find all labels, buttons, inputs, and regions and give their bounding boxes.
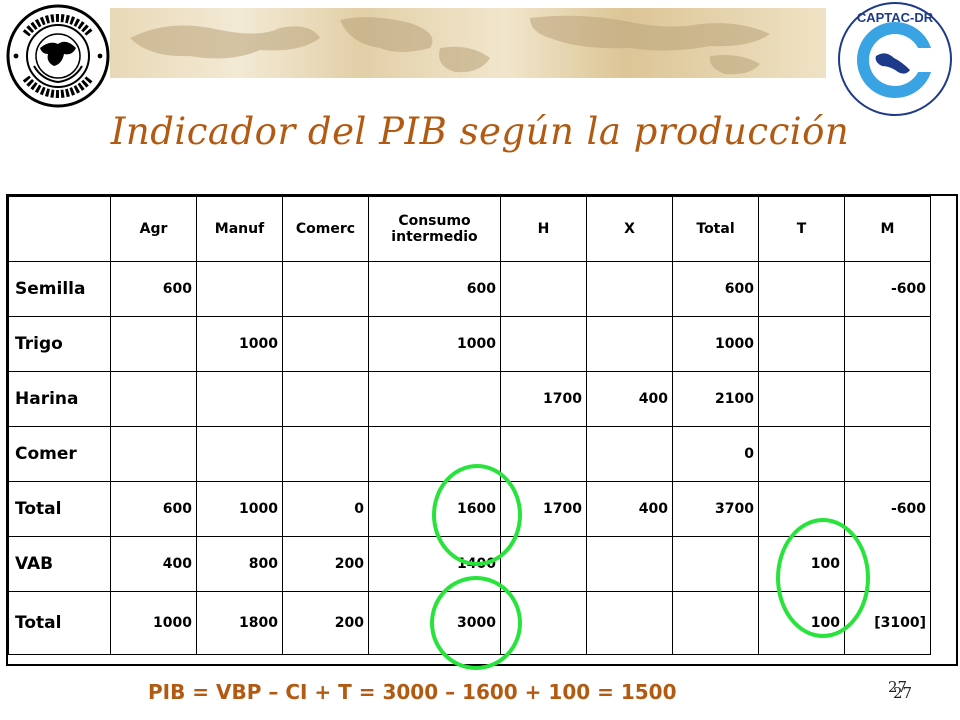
- table-cell: 3000: [368, 591, 501, 655]
- table-cell: 1000: [196, 316, 283, 372]
- table-cell: [758, 371, 845, 427]
- table-cell: [758, 316, 845, 372]
- table-cell: [368, 426, 501, 482]
- table-cell: [672, 536, 759, 592]
- table-cell: [282, 426, 369, 482]
- header-cell: Total: [672, 196, 759, 262]
- production-table: Agr Manuf Comerc Consumo intermedio H X …: [8, 196, 931, 655]
- table-cell: 400: [586, 481, 673, 537]
- table-cell: 2100: [672, 371, 759, 427]
- table-cell: [500, 591, 587, 655]
- table-cell: [844, 426, 931, 482]
- table-cell: 1000: [672, 316, 759, 372]
- table-cell: 1600: [368, 481, 501, 537]
- imf-logo: [6, 4, 110, 108]
- row-label: VAB: [8, 536, 111, 592]
- table-cell: 0: [672, 426, 759, 482]
- table-cell: [586, 536, 673, 592]
- table-cell: 200: [282, 591, 369, 655]
- table-cell: [500, 426, 587, 482]
- table-cell: [758, 426, 845, 482]
- header-banner-map: [110, 8, 826, 78]
- table-row: Trigo 1000 1000 1000: [8, 316, 931, 372]
- gdp-formula: PIB = VBP – CI + T = 3000 – 1600 + 100 =…: [148, 680, 677, 704]
- world-map-graphic: [130, 15, 770, 75]
- table-cell: -600: [844, 261, 931, 317]
- table-cell: 600: [110, 481, 197, 537]
- slide-title: Indicador del PIB según la producción: [110, 110, 850, 153]
- table-cell: [586, 316, 673, 372]
- table-cell: 1000: [368, 316, 501, 372]
- table-cell: 200: [282, 536, 369, 592]
- page-number: 27: [893, 684, 913, 702]
- table-cell: 400: [110, 536, 197, 592]
- table-cell: 800: [196, 536, 283, 592]
- table-cell: 100: [758, 591, 845, 655]
- table-cell: 600: [110, 261, 197, 317]
- table-cell: 1000: [196, 481, 283, 537]
- table-cell: [500, 536, 587, 592]
- table-cell: [196, 371, 283, 427]
- table-cell: 400: [586, 371, 673, 427]
- row-label: Total: [8, 591, 111, 655]
- table-cell: [282, 261, 369, 317]
- captac-logo-text: CAPTAC-DR: [857, 10, 934, 25]
- header-cell: M: [844, 196, 931, 262]
- table-cell: [110, 426, 197, 482]
- table-cell: [500, 316, 587, 372]
- table-cell: [844, 371, 931, 427]
- captac-dr-logo: CAPTAC-DR: [838, 2, 952, 116]
- table-cell: 600: [672, 261, 759, 317]
- table-cell: 0: [282, 481, 369, 537]
- table-cell: 1800: [196, 591, 283, 655]
- table-cell: 600: [368, 261, 501, 317]
- table-header-row: Agr Manuf Comerc Consumo intermedio H X …: [8, 196, 931, 262]
- table-row: Comer 0: [8, 426, 931, 482]
- table-cell: 1700: [500, 371, 587, 427]
- row-label: Trigo: [8, 316, 111, 372]
- header-cell: T: [758, 196, 845, 262]
- table-cell: [844, 536, 931, 592]
- table-cell: [758, 481, 845, 537]
- table-cell: 1700: [500, 481, 587, 537]
- table-cell: [368, 371, 501, 427]
- header-cell: Manuf: [196, 196, 283, 262]
- table-cell: [282, 316, 369, 372]
- table-row: Total 1000 1800 200 3000 100 [3100]: [8, 591, 931, 655]
- header-cell: Comerc: [282, 196, 369, 262]
- table-cell: [844, 316, 931, 372]
- table-cell: [110, 371, 197, 427]
- header-cell-empty: [8, 196, 111, 262]
- table-cell: 1000: [110, 591, 197, 655]
- table-cell: [3100]: [844, 591, 931, 655]
- table-cell: [196, 261, 283, 317]
- table-cell: [586, 261, 673, 317]
- table-cell: -600: [844, 481, 931, 537]
- header-cell: Agr: [110, 196, 197, 262]
- table-cell: 3700: [672, 481, 759, 537]
- row-label: Comer: [8, 426, 111, 482]
- table-cell: 100: [758, 536, 845, 592]
- table-row: VAB 400 800 200 1400 100: [8, 536, 931, 592]
- table-cell: [196, 426, 283, 482]
- row-label: Total: [8, 481, 111, 537]
- table-cell: [110, 316, 197, 372]
- table-row: Semilla 600 600 600 -600: [8, 261, 931, 317]
- table-cell: [758, 261, 845, 317]
- table-cell: [586, 591, 673, 655]
- table-cell: [282, 371, 369, 427]
- row-label: Harina: [8, 371, 111, 427]
- table-row: Total 600 1000 0 1600 1700 400 3700 -600: [8, 481, 931, 537]
- header-cell: X: [586, 196, 673, 262]
- page-number-shadow: 27: [888, 678, 908, 696]
- table-cell: [586, 426, 673, 482]
- table-cell: 1400: [368, 536, 501, 592]
- table-row: Harina 1700 400 2100: [8, 371, 931, 427]
- header-cell: Consumo intermedio: [368, 196, 501, 262]
- row-label: Semilla: [8, 261, 111, 317]
- table-cell: [500, 261, 587, 317]
- header-cell: H: [500, 196, 587, 262]
- table-cell: [672, 591, 759, 655]
